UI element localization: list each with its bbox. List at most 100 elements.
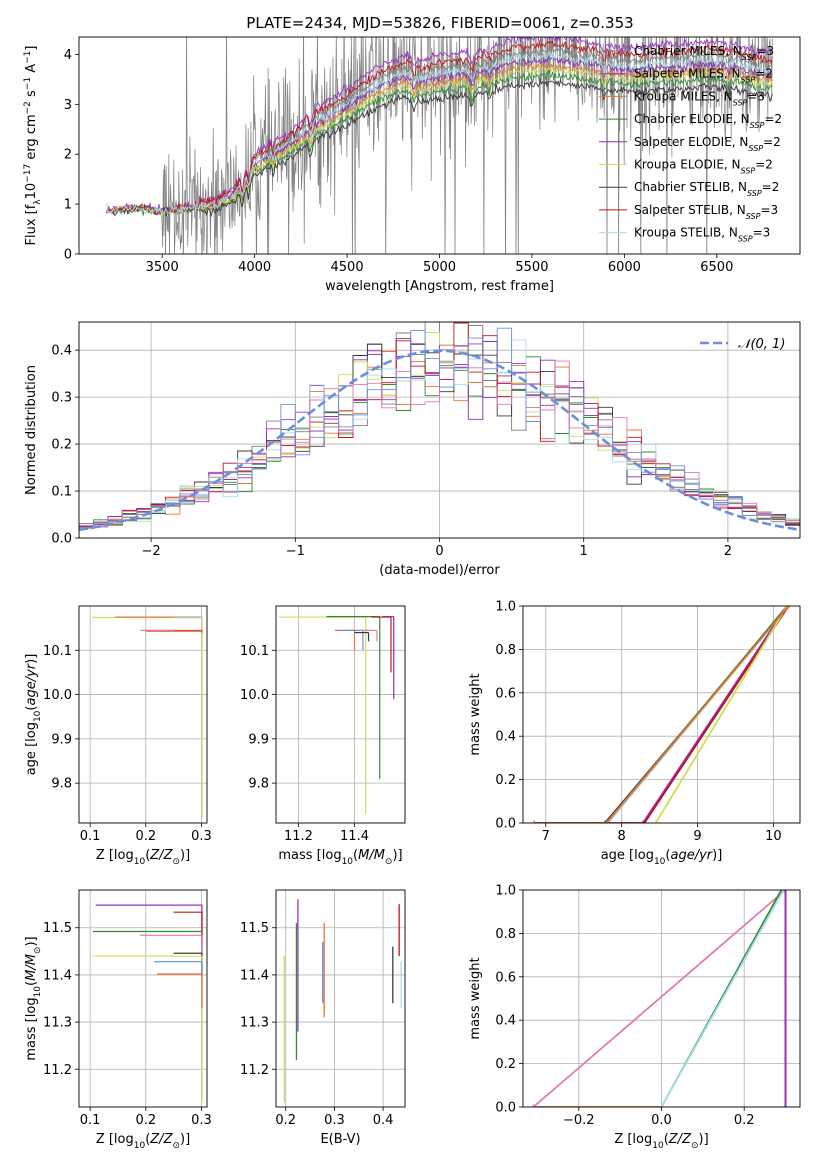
residual_histogram-ytick-label: 0.4 [51,344,72,359]
spectrum-frame [78,36,801,255]
weight_vs_Z-xtick-label: 0.2 [734,1113,755,1128]
weight_vs_age-plot-area [533,606,790,823]
weight_vs_age-series-line [534,606,790,823]
panels: 3500 4000 4500 5000 5500 6000 6500 0 1 2 3 4 wavelen… [23,36,801,1151]
weight_vs_age-ytick-label: 0.0 [495,817,516,832]
residual_histogram-xtick-label: −1 [286,544,305,559]
figure-title: PLATE=2434, MJD=53826, FIBERID=0061, z=0… [246,14,633,32]
spectrum-legend-label: Salpeter STELIB, NSSP=3 [634,203,778,221]
mass_vs_EBV-ytick-label: 11.2 [240,1063,269,1078]
spectrum-xtick-label: 5000 [423,260,456,275]
age_vs_Z-ytick-label: 10.0 [43,688,72,703]
mass_vs_EBV-ytick-label: 11.4 [240,968,269,983]
age_vs_Z-xtick-label: 0.2 [135,829,156,844]
weight_vs_age-frame [522,605,801,824]
weight_vs_Z-xtick-label: −0.2 [563,1113,595,1128]
spectrum-legend-label: Kroupa ELODIE, NSSP=2 [634,158,773,176]
age_vs_Z-xtick-label: 0.3 [191,829,212,844]
residual_histogram-xtick-label: −2 [142,544,161,559]
mass_vs_Z-xlabel: Z [log10(Z/Z⊙)] [96,1132,190,1151]
spectrum-ytick-label: 4 [64,48,72,63]
mass_vs_EBV-xtick-label: 0.2 [275,1113,296,1128]
residual_histogram-plot-area [79,322,800,538]
mass_vs_Z-ytick-label: 11.3 [43,1016,72,1031]
mass_vs_EBV-frame [275,889,406,1108]
spectrum-plot-area [106,37,773,254]
weight_vs_age-panel: 7 8 9 10 0.0 0.2 0.4 0.6 0.8 1.0 age [log10(age/yr… [468,600,801,867]
mass_vs_Z-plot-area [92,904,203,1103]
weight_vs_age-ylabel: mass weight [468,673,483,755]
weight_vs_age-xtick-label: 9 [693,829,701,844]
weight_vs_Z-series-line [660,890,785,1107]
spectrum-ylabel: Flux [fλ10−17 erg cm−2 s−1 A−1] [23,46,43,246]
spectrum-legend-label: Salpeter MILES, NSSP=2 [634,67,773,85]
weight_vs_Z-frame [522,889,801,1108]
weight_vs_age-series-line [534,606,790,823]
spectrum-ytick-label: 3 [64,98,72,113]
spectrum-xtick-label: 4000 [238,260,271,275]
weight_vs_age-ytick-label: 1.0 [495,600,516,615]
spectrum-model-line [106,51,773,216]
mass_vs_Z-panel: 0.1 0.2 0.3 11.2 11.3 11.4 11.5 Z [log10(Z/Z⊙)]… [24,889,212,1151]
age_vs_Z-ylabel: age [log10(age/yr)] [24,654,43,776]
mass_vs_EBV-plot-area [283,899,402,1103]
spectrum-xtick-label: 3500 [146,260,179,275]
spectrum-xtick-label: 6000 [608,260,641,275]
mass_vs_EBV-ytick-label: 11.5 [240,921,269,936]
weight_vs_Z-ytick-label: 1.0 [495,884,516,899]
spectrum-legend-label: Kroupa STELIB, NSSP=3 [634,226,770,244]
spectrum-legend-label: Kroupa MILES, NSSP=3 [634,89,765,107]
mass_vs_Z-ytick-label: 11.4 [43,968,72,983]
mass_vs_Z-xtick-label: 0.2 [135,1113,156,1128]
weight_vs_age-series-line [534,606,790,823]
weight_vs_age-series-line [655,606,788,823]
mass_vs_Z-xtick-label: 0.3 [191,1113,212,1128]
weight_vs_Z-series-line [532,890,787,1107]
mass_vs_Z-ytick-label: 11.2 [43,1063,72,1078]
weight_vs_Z-plot-area [532,890,787,1107]
age_vs_Z-xlabel: Z [log10(Z/Z⊙)] [96,848,190,867]
mass_vs_EBV-panel: 0.2 0.3 0.4 11.2 11.3 11.4 11.5 E(B-V) [240,889,406,1147]
spectrum-legend-label: Chabrier ELODIE, NSSP=2 [634,112,782,130]
age_vs_mass-ytick-label: 9.8 [248,777,269,792]
spectrum-xlabel: wavelength [Angstrom, rest frame] [325,279,554,294]
residual_histogram-ytick-label: 0.0 [51,532,72,547]
residual_histogram-ytick-label: 0.3 [51,391,72,406]
residual_histogram-xtick-label: 2 [724,544,732,559]
mass_vs_EBV-ytick-label: 11.3 [240,1016,269,1031]
spectrum-ytick-label: 2 [64,148,72,163]
weight_vs_Z-ytick-label: 0.6 [495,970,516,985]
age_vs_mass-ytick-label: 10.0 [240,688,269,703]
age_vs_mass-frame [275,605,406,824]
age_vs_Z-frame [78,605,208,824]
spectrum-model-line [106,37,773,214]
age_vs_mass-panel: 11.2 11.4 9.8 9.9 10.0 10.1 mass [log10(M/M⊙)] [240,605,406,867]
age_vs_mass-plot-area [278,616,395,815]
spectrum-observed-line [106,37,773,254]
age_vs_mass-ytick-label: 10.1 [240,644,269,659]
weight_vs_Z-ylabel: mass weight [468,957,483,1039]
weight_vs_Z-ytick-label: 0.2 [495,1057,516,1072]
residual_histogram-ylabel: Normed distribution [24,365,39,495]
residual_histogram-xtick-label: 1 [580,544,588,559]
age_vs_mass-xlabel: mass [log10(M/M⊙)] [278,848,402,867]
weight_vs_Z-ytick-label: 0.4 [495,1014,516,1029]
age_vs_Z-ytick-label: 9.8 [51,777,72,792]
age_vs_Z-panel: 0.1 0.2 0.3 9.8 9.9 10.0 10.1 Z [log10(Z/Z⊙)] ag… [24,605,212,867]
spectrum-legend: Chabrier MILES, NSSP=3 Salpeter MILES, NS… [599,44,782,243]
weight_vs_Z-ytick-label: 0.0 [495,1101,516,1116]
weight_vs_age-xlabel: age [log10(age/yr)] [601,848,723,867]
spectrum-model-line [106,39,773,216]
age_vs_Z-xtick-label: 0.1 [80,829,101,844]
spectrum-ytick-label: 0 [64,248,72,263]
weight_vs_age-ytick-label: 0.2 [495,773,516,788]
age_vs_Z-ytick-label: 10.1 [43,644,72,659]
spectrum-xtick-label: 6500 [700,260,733,275]
spectrum-legend-label: Chabrier MILES, NSSP=3 [634,44,774,62]
mass_vs_Z-ytick-label: 11.5 [43,921,72,936]
histogram-legend-label: 𝒩(0, 1) [738,337,785,352]
spectrum-model-line [106,78,773,217]
residual_histogram-xtick-label: 0 [435,544,443,559]
spectrum-legend-label: Chabrier STELIB, NSSP=2 [634,180,779,198]
